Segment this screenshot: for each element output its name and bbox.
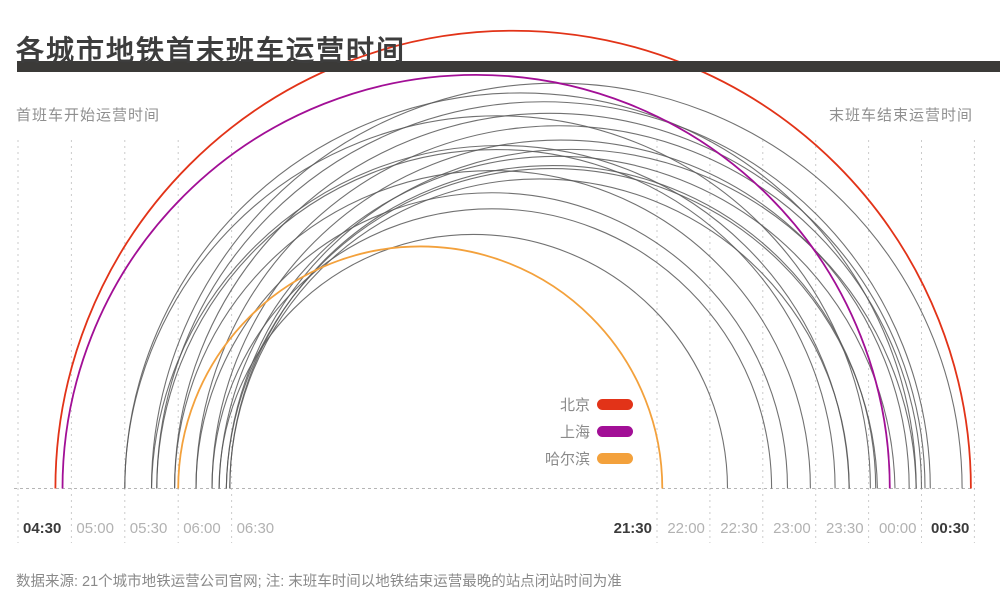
arc-city-11 [156, 148, 836, 489]
tick-label-00:00: 00:00 [879, 520, 917, 537]
arc-city-9 [124, 115, 871, 489]
time-tick-labels: 04:30 05:00 05:30 06:00 06:30 21:30 22:00 22:30… [23, 520, 969, 537]
arc-city-7 [225, 168, 878, 489]
tick-label-22:00: 22:00 [667, 520, 705, 537]
arc-city-10 [150, 144, 850, 489]
left-axis-caption: 首班车开始运营时间 [16, 107, 161, 124]
legend: 北京上海哈尔滨 [500, 391, 633, 472]
tick-label-00:30: 00:30 [931, 520, 969, 537]
tick-label-06:00: 06:00 [183, 520, 221, 537]
arc-city-12 [174, 170, 811, 489]
legend-label-shanghai: 上海 [559, 424, 590, 441]
arc-city-5 [211, 139, 910, 489]
tick-label-23:30: 23:30 [826, 520, 864, 537]
city-arcs [54, 29, 972, 489]
arc-city-3 [174, 112, 926, 489]
arc-harbin [177, 245, 664, 489]
arc-city-16 [225, 148, 917, 489]
legend-item-harbin: 哈尔滨 [500, 445, 633, 472]
legend-swatch-beijing [597, 399, 633, 410]
gridlines [14, 140, 975, 543]
tick-label-05:00: 05:00 [76, 520, 114, 537]
page-title: 各城市地铁首末班车运营时间 [16, 34, 407, 66]
arc-beijing [54, 29, 972, 489]
source-note: 数据来源: 21个城市地铁运营公司官网; 注: 末班车时间以地铁结束运营最晚的站… [16, 574, 622, 590]
tick-label-21:30: 21:30 [614, 520, 652, 537]
tick-label-04:30: 04:30 [23, 520, 61, 537]
arc-city-4 [195, 125, 923, 489]
tick-label-22:30: 22:30 [720, 520, 758, 537]
arc-shanghai [61, 74, 891, 489]
tick-label-23:00: 23:00 [773, 520, 811, 537]
tick-label-05:30: 05:30 [130, 520, 168, 537]
arc-city-13 [195, 192, 789, 489]
title-divider-bar [17, 61, 1000, 72]
arc-city-17 [229, 178, 850, 489]
legend-item-shanghai: 上海 [500, 418, 633, 445]
legend-item-beijing: 北京 [500, 391, 633, 418]
legend-swatch-harbin [597, 453, 633, 464]
legend-label-harbin: 哈尔滨 [544, 451, 590, 468]
right-axis-caption: 末班车结束运营时间 [828, 107, 973, 124]
arc-city-2 [156, 101, 931, 489]
legend-swatch-shanghai [597, 426, 633, 437]
arc-city-14 [211, 208, 773, 489]
tick-label-06:30: 06:30 [237, 520, 275, 537]
arc-city-15 [218, 233, 729, 489]
legend-label-beijing: 北京 [559, 397, 590, 414]
